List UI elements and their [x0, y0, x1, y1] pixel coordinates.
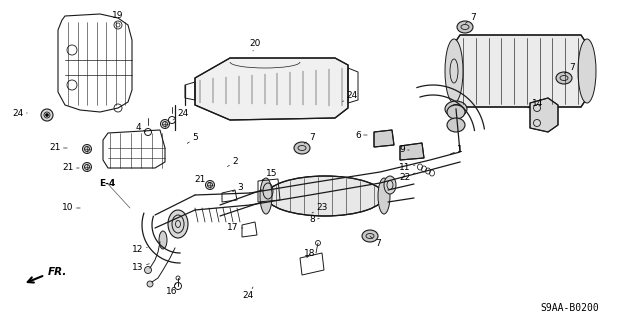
Ellipse shape — [168, 210, 188, 238]
Text: S9AA-B0200: S9AA-B0200 — [541, 303, 600, 313]
Text: 12: 12 — [132, 244, 147, 254]
Ellipse shape — [447, 105, 465, 119]
Text: 3: 3 — [232, 183, 243, 192]
Text: 7: 7 — [564, 63, 575, 73]
Ellipse shape — [266, 176, 384, 216]
Text: 13: 13 — [132, 263, 149, 271]
Text: 4: 4 — [135, 122, 146, 131]
Text: 16: 16 — [166, 283, 178, 296]
Text: 6: 6 — [355, 130, 367, 139]
Polygon shape — [374, 130, 394, 147]
Text: 23: 23 — [312, 203, 328, 213]
Ellipse shape — [457, 21, 473, 33]
Text: 10: 10 — [62, 204, 80, 212]
Ellipse shape — [445, 101, 467, 117]
Text: 24: 24 — [243, 287, 253, 300]
Text: 24: 24 — [173, 108, 189, 120]
Ellipse shape — [41, 109, 53, 121]
Text: 11: 11 — [399, 164, 415, 173]
Text: 19: 19 — [112, 11, 124, 23]
Text: 7: 7 — [465, 13, 476, 23]
Text: 21: 21 — [62, 164, 79, 173]
Text: 21: 21 — [49, 144, 67, 152]
Text: FR.: FR. — [48, 267, 67, 277]
Ellipse shape — [378, 178, 390, 214]
Text: 18: 18 — [304, 249, 316, 258]
Text: 2: 2 — [227, 158, 238, 167]
Text: 8: 8 — [309, 216, 319, 225]
Ellipse shape — [384, 176, 396, 194]
Text: 15: 15 — [262, 169, 278, 180]
Ellipse shape — [205, 181, 214, 189]
Polygon shape — [400, 143, 424, 160]
Text: 24: 24 — [342, 92, 358, 101]
Text: 17: 17 — [227, 224, 243, 233]
Ellipse shape — [556, 72, 572, 84]
Ellipse shape — [83, 162, 92, 172]
Text: 20: 20 — [250, 39, 260, 51]
Polygon shape — [448, 35, 593, 107]
Ellipse shape — [447, 118, 465, 132]
Ellipse shape — [145, 266, 152, 273]
Text: 7: 7 — [370, 236, 381, 249]
Ellipse shape — [159, 231, 167, 249]
Ellipse shape — [83, 145, 92, 153]
Polygon shape — [530, 98, 558, 132]
Text: 22: 22 — [399, 173, 415, 182]
Ellipse shape — [578, 39, 596, 103]
Ellipse shape — [362, 230, 378, 242]
Text: 21: 21 — [195, 175, 210, 184]
Ellipse shape — [147, 281, 153, 287]
Ellipse shape — [445, 39, 463, 103]
Ellipse shape — [294, 142, 310, 154]
Ellipse shape — [45, 114, 49, 116]
Ellipse shape — [260, 178, 272, 214]
Text: 7: 7 — [304, 133, 315, 144]
Text: 5: 5 — [188, 133, 198, 144]
Text: 1: 1 — [451, 145, 463, 154]
Text: 14: 14 — [528, 99, 544, 108]
Text: E-4: E-4 — [99, 179, 115, 188]
Text: 24: 24 — [12, 108, 28, 117]
Polygon shape — [195, 58, 348, 120]
Text: 9: 9 — [399, 145, 409, 154]
Ellipse shape — [161, 120, 170, 129]
